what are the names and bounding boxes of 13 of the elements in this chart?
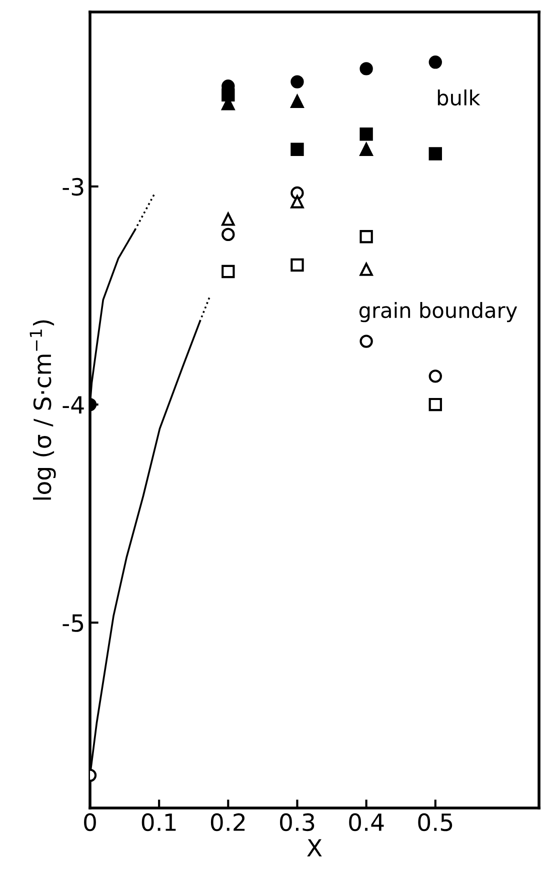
annotation: grain boundary bbox=[359, 302, 518, 322]
annotation: bulk bbox=[438, 89, 480, 106]
x-tick-label: 0.2 bbox=[210, 813, 245, 832]
x-tick-label: 0.5 bbox=[418, 813, 452, 832]
y-tick-label: -3 bbox=[62, 178, 84, 196]
x-tick-label: 0 bbox=[84, 813, 96, 832]
x-tick-label: 0.3 bbox=[280, 813, 314, 832]
x-tick-label: 0.4 bbox=[349, 813, 384, 832]
y-tick-label: -5 bbox=[62, 614, 84, 632]
x-tick-label: 0.1 bbox=[142, 813, 176, 832]
y-axis-title: log (σ / S·cm$^{−1}$) bbox=[30, 320, 56, 500]
x-axis-title: X bbox=[307, 839, 322, 856]
y-tick-label: -4 bbox=[62, 396, 84, 414]
